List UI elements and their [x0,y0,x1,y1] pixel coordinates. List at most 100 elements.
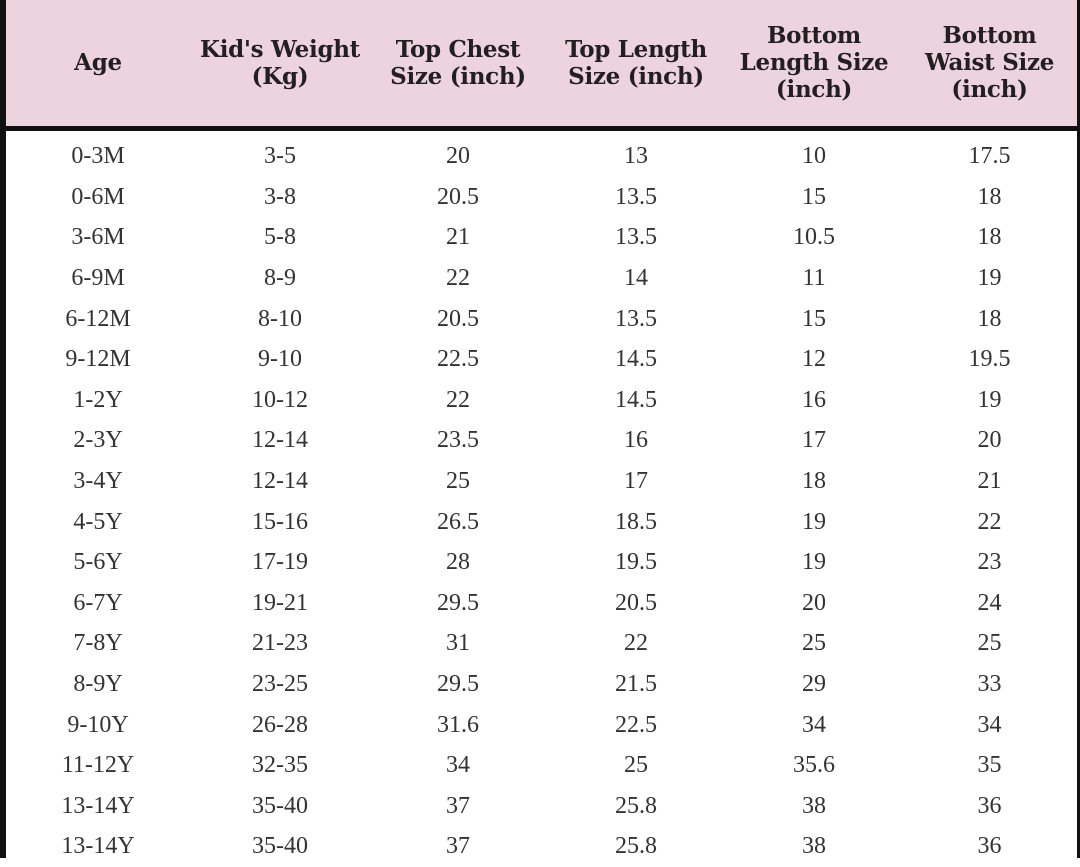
table-cell: 17 [802,427,826,454]
table-cell: 29.5 [437,671,479,698]
table-cell: 19 [802,508,826,535]
table-cell: 23-25 [252,671,308,698]
table-cell: 23 [977,549,1002,576]
table-cell: 16 [802,386,826,413]
table-cell: 20 [802,589,826,616]
table-cell: 34 [802,711,826,738]
table-cell: 13-14Y [61,792,135,819]
table-cell: 28 [446,549,470,576]
table-cell: 29.5 [437,589,479,616]
table-cell: 23.5 [437,427,479,454]
table-cell: 22.5 [615,711,657,738]
table-cell: 11-12Y [61,752,135,779]
table-cell: 25 [624,752,648,779]
table-cell: 18 [977,183,1002,210]
column-header: Age [74,49,122,77]
table-cell: 29 [802,671,826,698]
table-cell: 20 [446,143,470,170]
table-cell: 0-6M [71,183,125,210]
table-cell: 13.5 [615,305,657,332]
table-cell: 2-3Y [73,427,123,454]
table-cell: 5-6Y [73,549,123,576]
table-cell: 15 [802,183,826,210]
table-row: 2-3Y 12-14 23.5 16 17 20 [6,421,1077,462]
table-cell: 26.5 [437,508,479,535]
table-cell: 3-4Y [73,468,123,495]
table-cell: 37 [446,792,470,819]
table-cell: 22 [624,630,648,657]
table-row: 9-10Y 26-28 31.6 22.5 34 34 [6,705,1077,746]
table-cell: 37 [446,833,470,860]
table-cell: 12-14 [252,468,308,495]
table-cell: 16 [624,427,648,454]
table-cell: 3-5 [264,143,296,170]
table-cell: 26-28 [252,711,308,738]
table-cell: 17-19 [252,549,308,576]
table-row: 4-5Y 15-16 26.5 18.5 19 22 [6,502,1077,543]
table-cell: 36 [977,792,1002,819]
table-cell: 25.8 [615,792,657,819]
table-cell: 14.5 [615,346,657,373]
table-cell: 31.6 [437,711,479,738]
table-cell: 8-9Y [73,671,123,698]
table-cell: 32-35 [252,752,308,779]
table-cell: 36 [977,833,1002,860]
table-row: 8-9Y 23-25 29.5 21.5 29 33 [6,664,1077,705]
table-cell: 7-8Y [73,630,123,657]
table-cell: 21 [977,468,1002,495]
table-row: 6-7Y 19-21 29.5 20.5 20 24 [6,583,1077,624]
table-cell: 21 [446,224,470,251]
size-chart-table: Age Kid's Weight (Kg) Top Chest Size (inch… [6,0,1077,867]
table-cell: 13 [624,143,648,170]
column-header: Kid's Weight (Kg) [200,35,360,90]
table-row: 13-14Y 35-40 37 25.8 38 36 [6,786,1077,827]
table-row: 3-4Y 12-14 25 17 18 21 [6,461,1077,502]
table-cell: 22 [446,265,470,292]
table-cell: 13.5 [615,224,657,251]
column-header: Bottom Length Size (inch) [739,22,889,104]
table-row: 0-3M 3-5 20 13 10 17.5 [6,128,1077,177]
table-row: 5-6Y 17-19 28 19.5 19 23 [6,542,1077,583]
table-cell: 25 [977,630,1002,657]
table-row: 3-6M 5-8 21 13.5 10.5 18 [6,218,1077,259]
table-cell: 11 [802,265,826,292]
table-cell: 14 [624,265,648,292]
table-cell: 34 [446,752,470,779]
table-cell: 35.6 [793,752,835,779]
table-cell: 19 [977,386,1002,413]
table-cell: 5-8 [264,224,296,251]
table-cell: 10 [802,143,826,170]
table-cell: 19-21 [252,589,308,616]
table-cell: 8-10 [258,305,302,332]
table-cell: 1-2Y [73,386,123,413]
column-header: Top Length Size (inch) [565,35,707,90]
table-cell: 35-40 [252,792,308,819]
table-cell: 15 [802,305,826,332]
table-cell: 21.5 [615,671,657,698]
table-cell: 9-10Y [67,711,129,738]
table-cell: 38 [802,833,826,860]
table-cell: 35 [977,752,1002,779]
table-cell: 24 [977,589,1002,616]
table-row: 0-6M 3-8 20.5 13.5 15 18 [6,177,1077,218]
table-cell: 31 [446,630,470,657]
table-cell: 4-5Y [73,508,123,535]
table-cell: 19 [802,549,826,576]
table-cell: 18.5 [615,508,657,535]
table-body: 0-3M 3-5 20 13 10 17.5 0-6M 3-8 20.5 13.5 15 18 3-6M… [6,128,1077,867]
table-cell: 13.5 [615,183,657,210]
table-cell: 3-8 [264,183,296,210]
table-cell: 8-9 [264,265,296,292]
table-cell: 20.5 [437,305,479,332]
table-row: 1-2Y 10-12 22 14.5 16 19 [6,380,1077,421]
table-row: 9-12M 9-10 22.5 14.5 12 19.5 [6,339,1077,380]
table-cell: 6-9M [71,265,125,292]
table-cell: 19.5 [615,549,657,576]
table-cell: 10-12 [252,386,308,413]
table-row: 13-14Y 35-40 37 25.8 38 36 [6,827,1077,867]
table-cell: 10.5 [793,224,835,251]
table-cell: 25 [446,468,470,495]
table-cell: 22.5 [437,346,479,373]
table-row: 6-9M 8-9 22 14 11 19 [6,258,1077,299]
